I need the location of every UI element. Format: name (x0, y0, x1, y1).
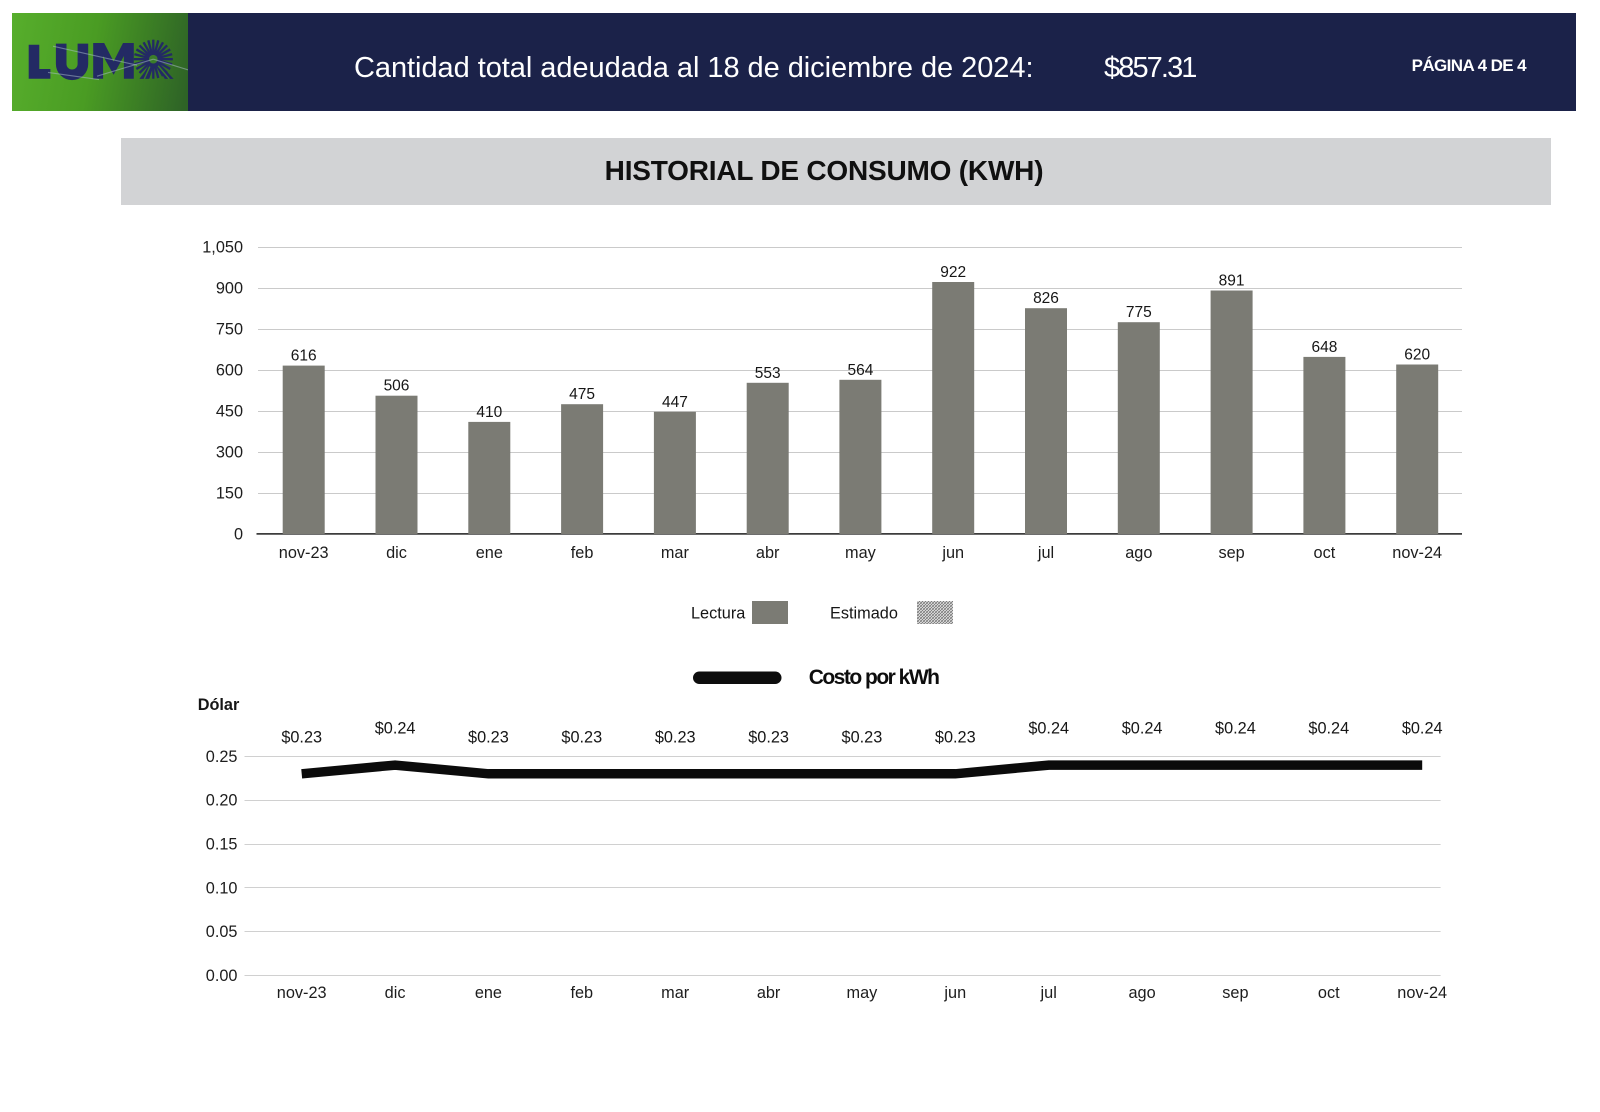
svg-text:0.25: 0.25 (206, 748, 238, 766)
svg-text:mar: mar (661, 984, 690, 1002)
svg-text:nov-24: nov-24 (1392, 544, 1442, 562)
svg-text:feb: feb (570, 984, 593, 1002)
svg-text:891: 891 (1219, 273, 1245, 290)
svg-text:564: 564 (847, 362, 873, 379)
svg-text:0: 0 (234, 526, 243, 544)
svg-text:0.00: 0.00 (206, 967, 238, 985)
svg-text:648: 648 (1311, 339, 1337, 356)
svg-text:oct: oct (1318, 984, 1340, 1002)
svg-text:dic: dic (385, 984, 406, 1002)
svg-text:150: 150 (216, 485, 243, 503)
svg-text:$0.24: $0.24 (1402, 720, 1443, 738)
svg-text:nov-24: nov-24 (1397, 984, 1447, 1002)
svg-text:475: 475 (569, 386, 595, 403)
svg-text:447: 447 (662, 394, 688, 411)
svg-text:sep: sep (1218, 544, 1244, 562)
svg-text:$0.23: $0.23 (748, 728, 789, 746)
svg-text:may: may (847, 984, 879, 1002)
svg-text:ago: ago (1129, 984, 1156, 1002)
svg-text:900: 900 (216, 280, 243, 298)
svg-text:nov-23: nov-23 (277, 984, 327, 1002)
svg-text:600: 600 (216, 362, 243, 380)
svg-text:abr: abr (756, 544, 780, 562)
svg-text:jun: jun (943, 984, 966, 1002)
svg-text:620: 620 (1404, 347, 1430, 364)
svg-text:616: 616 (291, 348, 317, 365)
svg-text:$0.24: $0.24 (1308, 720, 1349, 738)
svg-text:Dólar: Dólar (198, 696, 240, 714)
svg-text:jul: jul (1037, 544, 1054, 562)
svg-text:jul: jul (1040, 984, 1057, 1002)
svg-text:Costo por kWh: Costo por kWh (809, 666, 939, 689)
svg-text:922: 922 (940, 264, 966, 281)
svg-text:450: 450 (216, 403, 243, 421)
svg-text:410: 410 (476, 404, 502, 421)
svg-text:775: 775 (1126, 304, 1152, 321)
svg-text:0.20: 0.20 (206, 792, 238, 810)
svg-text:$0.23: $0.23 (561, 728, 602, 746)
svg-text:ene: ene (475, 984, 502, 1002)
svg-text:750: 750 (216, 321, 243, 339)
svg-text:mar: mar (661, 544, 690, 562)
svg-text:506: 506 (384, 378, 410, 395)
svg-text:$0.24: $0.24 (1122, 720, 1163, 738)
svg-text:$0.24: $0.24 (1215, 720, 1256, 738)
svg-text:ago: ago (1125, 544, 1152, 562)
svg-text:826: 826 (1033, 290, 1059, 307)
svg-text:abr: abr (757, 984, 781, 1002)
svg-text:Estimado: Estimado (830, 605, 898, 623)
svg-text:dic: dic (386, 544, 407, 562)
svg-text:$0.23: $0.23 (468, 728, 509, 746)
svg-text:$0.23: $0.23 (281, 728, 322, 746)
svg-text:0.15: 0.15 (206, 836, 238, 854)
svg-text:$0.24: $0.24 (1028, 720, 1069, 738)
svg-text:553: 553 (755, 365, 781, 382)
svg-text:jun: jun (941, 544, 964, 562)
svg-text:feb: feb (571, 544, 594, 562)
svg-text:oct: oct (1314, 544, 1336, 562)
svg-text:300: 300 (216, 444, 243, 462)
svg-text:Lectura: Lectura (691, 605, 746, 623)
svg-text:$0.23: $0.23 (655, 728, 696, 746)
svg-text:$0.24: $0.24 (375, 720, 416, 738)
svg-text:may: may (845, 544, 877, 562)
svg-text:sep: sep (1222, 984, 1248, 1002)
svg-text:nov-23: nov-23 (279, 544, 329, 562)
svg-text:1,050: 1,050 (202, 239, 243, 257)
svg-text:$0.23: $0.23 (842, 728, 883, 746)
svg-text:0.05: 0.05 (206, 923, 238, 941)
svg-text:$0.23: $0.23 (935, 728, 976, 746)
svg-text:ene: ene (476, 544, 503, 562)
svg-text:0.10: 0.10 (206, 879, 238, 897)
